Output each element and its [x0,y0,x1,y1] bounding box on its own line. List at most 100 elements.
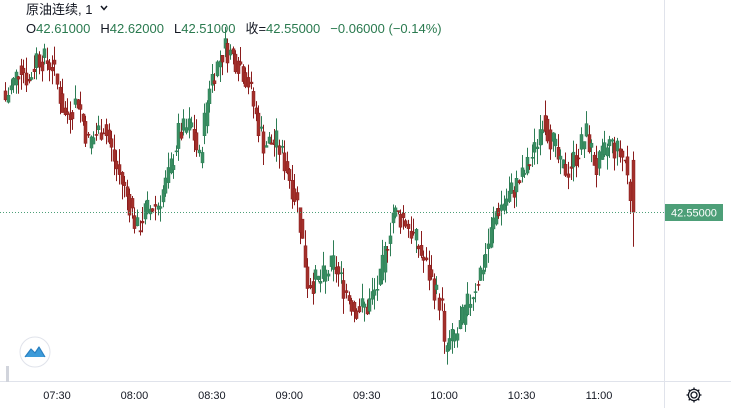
candle-body[interactable] [264,145,269,148]
candle-body[interactable] [277,145,282,155]
candle-body[interactable] [153,204,158,207]
candle-body[interactable] [225,43,230,64]
candle-body[interactable] [73,98,78,105]
candle-body[interactable] [375,289,380,291]
candle-body[interactable] [574,155,579,166]
candle-body[interactable] [176,123,181,149]
candle-body[interactable] [117,164,122,175]
candle-body[interactable] [47,62,52,70]
candle-body[interactable] [99,132,104,140]
candle-body[interactable] [179,131,184,139]
candle-body[interactable] [94,134,99,136]
candle-body[interactable] [509,182,514,194]
candle-body[interactable] [122,181,127,186]
candle-body[interactable] [114,160,119,170]
candle-body[interactable] [269,142,274,145]
candle-body[interactable] [602,142,607,156]
candle-body[interactable] [507,190,512,202]
candle-body[interactable] [243,72,248,87]
candle-body[interactable] [181,118,186,131]
candle-body[interactable] [282,152,287,172]
candle-body[interactable] [489,227,494,248]
candle-body[interactable] [145,199,150,214]
chevron-down-icon[interactable] [99,3,109,13]
candle-body[interactable] [504,198,509,206]
candle-body[interactable] [24,72,29,86]
candle-body[interactable] [471,297,476,300]
candle-body[interactable] [83,121,88,144]
candle-body[interactable] [207,88,212,104]
candle-body[interactable] [625,156,630,176]
candle-body[interactable] [174,150,179,153]
candle-body[interactable] [535,146,540,150]
candle-body[interactable] [385,249,390,251]
candle-body[interactable] [452,333,457,342]
candle-body[interactable] [401,212,406,218]
candle-body[interactable] [308,285,313,289]
candle-body[interactable] [323,269,328,282]
candle-body[interactable] [184,127,189,133]
candle-body[interactable] [197,149,202,154]
candle-body[interactable] [205,102,210,127]
candle-body[interactable] [393,207,398,217]
candle-body[interactable] [380,254,385,281]
candle-body[interactable] [571,151,576,168]
candle-body[interactable] [398,214,403,228]
candle-body[interactable] [200,152,205,164]
candle-body[interactable] [70,112,75,120]
candle-body[interactable] [104,124,109,137]
candle-body[interactable] [150,208,155,212]
candle-body[interactable] [112,149,117,162]
candle-body[interactable] [597,151,602,169]
candle-body[interactable] [158,206,163,209]
symbol-name[interactable]: 原油连续 [26,2,79,17]
candle-body[interactable] [514,178,519,193]
candle-body[interactable] [305,266,310,289]
candle-body[interactable] [189,122,194,128]
candle-body[interactable] [631,159,636,213]
candle-body[interactable] [11,77,16,86]
candle-body[interactable] [316,275,321,280]
candle-body[interactable] [341,280,346,299]
candle-body[interactable] [212,80,217,84]
candle-body[interactable] [414,229,419,241]
candle-body[interactable] [352,302,357,312]
candle-body[interactable] [29,77,34,80]
candle-body[interactable] [138,230,143,233]
candle-body[interactable] [228,49,233,56]
candle-body[interactable] [558,155,563,160]
candle-body[interactable] [6,95,11,103]
candle-body[interactable] [339,272,344,274]
candle-body[interactable] [403,220,408,227]
candle-body[interactable] [594,158,599,175]
candle-body[interactable] [16,76,21,80]
candle-body[interactable] [520,167,525,177]
candle-body[interactable] [411,231,416,234]
candle-body[interactable] [295,192,300,201]
interval-label[interactable]: 1 [85,2,93,17]
candle-body[interactable] [465,293,470,316]
candle-body[interactable] [285,161,290,174]
candle-body[interactable] [354,310,359,319]
candle-body[interactable] [612,142,617,159]
candle-body[interactable] [396,210,401,212]
candle-body[interactable] [576,157,581,160]
candle-body[interactable] [416,245,421,250]
candle-body[interactable] [566,173,571,178]
candle-body[interactable] [478,267,483,281]
candle-body[interactable] [473,291,478,293]
candle-body[interactable] [563,164,568,176]
candle-body[interactable] [215,61,220,77]
candle-body[interactable] [434,284,439,290]
candle-body[interactable] [130,198,135,209]
candle-body[interactable] [231,48,236,55]
candle-body[interactable] [132,215,137,229]
candle-body[interactable] [32,68,37,72]
candle-body[interactable] [628,181,633,201]
candle-body[interactable] [311,281,316,294]
candle-body[interactable] [447,338,452,350]
candle-body[interactable] [236,60,241,74]
candle-body[interactable] [442,310,447,342]
candle-body[interactable] [238,61,243,65]
candle-body[interactable] [579,134,584,150]
